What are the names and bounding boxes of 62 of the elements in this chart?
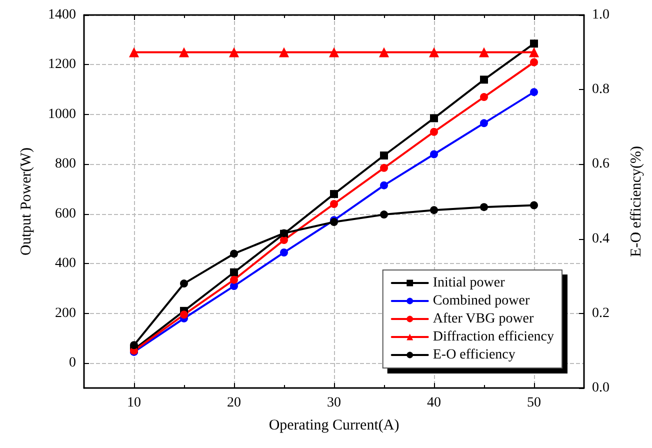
y2-axis-title: E-O efficiency(%) xyxy=(628,146,644,257)
legend-label: Diffraction efficiency xyxy=(432,330,554,344)
point xyxy=(430,128,438,136)
y-tick-label: 800 xyxy=(55,156,76,172)
point xyxy=(429,47,439,58)
y2-tick-label: 0.6 xyxy=(592,156,610,172)
y-tick-label: 1400 xyxy=(48,8,76,22)
point xyxy=(380,151,388,160)
legend-label: Initial power xyxy=(432,276,506,290)
y2-tick-label: 0.2 xyxy=(592,306,610,321)
point xyxy=(279,47,289,58)
legend-label: After VBG power xyxy=(432,312,534,326)
y-tick-label: 1200 xyxy=(48,57,76,72)
point xyxy=(280,236,288,244)
y2-tick-label: 0.0 xyxy=(592,380,610,396)
point xyxy=(380,181,388,190)
point xyxy=(180,280,188,288)
point xyxy=(330,190,338,198)
y2-tick-label: 0.8 xyxy=(592,82,610,98)
point xyxy=(130,341,138,350)
point xyxy=(530,201,538,210)
x-tick-label: 50 xyxy=(527,396,541,410)
point xyxy=(479,47,489,58)
legend-label: Combined power xyxy=(432,294,530,308)
y2-tick-label: 1.0 xyxy=(592,8,610,22)
point xyxy=(480,203,488,212)
y-tick-label: 200 xyxy=(55,306,76,321)
point xyxy=(529,47,539,58)
y-tick-label: 0 xyxy=(69,356,76,371)
point xyxy=(380,210,388,219)
point xyxy=(530,40,538,48)
point xyxy=(129,47,139,58)
point xyxy=(480,93,488,102)
point xyxy=(330,200,338,208)
point xyxy=(530,58,538,66)
point xyxy=(280,248,288,256)
point xyxy=(430,114,438,122)
point xyxy=(230,276,238,284)
x-tick-label: 40 xyxy=(427,396,441,410)
x-axis-title: Operating Current(A) xyxy=(268,418,400,434)
point xyxy=(230,268,238,276)
y2-tick-label: 0.4 xyxy=(592,231,610,246)
point xyxy=(480,76,488,84)
point xyxy=(329,47,339,58)
point xyxy=(180,310,188,319)
x-tick-label: 20 xyxy=(227,396,241,410)
x-tick-label: 10 xyxy=(127,396,141,410)
x-tick-label: 30 xyxy=(327,396,341,410)
y-axis-title: Output Power(W) xyxy=(18,148,34,256)
point xyxy=(530,88,538,96)
point xyxy=(179,47,189,58)
point xyxy=(379,47,389,58)
y-tick-label: 600 xyxy=(55,206,76,222)
point xyxy=(380,164,388,172)
point xyxy=(430,150,438,158)
y-tick-label: 400 xyxy=(55,256,76,272)
point xyxy=(480,119,488,128)
point xyxy=(430,206,438,214)
legend-label: E-O efficiency xyxy=(432,348,516,362)
y-tick-label: 1000 xyxy=(48,106,76,122)
point xyxy=(229,47,239,58)
point xyxy=(230,250,238,258)
